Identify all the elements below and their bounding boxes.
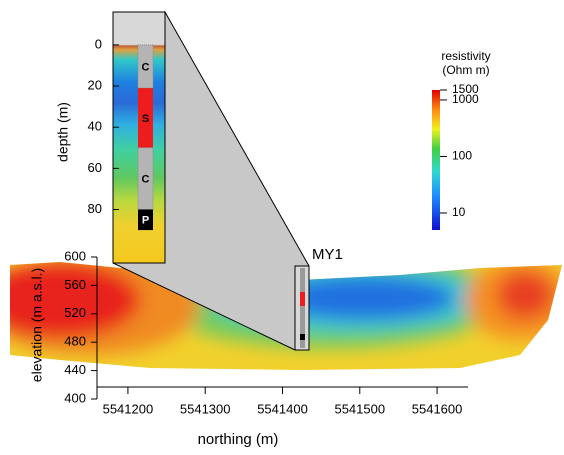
layer-label: P	[142, 215, 149, 227]
y-tick-label: 520	[64, 305, 86, 320]
colorbar	[432, 90, 440, 230]
inset-y-tick-label: 60	[88, 160, 102, 175]
x-axis-label: northing (m)	[198, 431, 279, 448]
x-tick-label: 5541400	[257, 401, 308, 416]
y-tick-label: 400	[64, 390, 86, 405]
borehole-base	[300, 334, 305, 340]
x-tick-label: 5541600	[412, 401, 463, 416]
layer-label: C	[142, 61, 150, 73]
borehole-layer	[138, 88, 153, 148]
y-axis-label: elevation (m a.s.l.)	[29, 268, 45, 382]
x-tick-label: 5541200	[103, 401, 154, 416]
colorbar-title: (Ohm m)	[442, 63, 489, 77]
colorbar-tick-label: 1500	[452, 82, 479, 96]
inset-y-tick-label: 0	[95, 36, 102, 51]
borehole-layer	[137, 44, 154, 89]
inset-y-tick-label: 40	[88, 119, 102, 134]
colorbar-tick-label: 1000	[452, 92, 479, 106]
borehole-column	[300, 268, 305, 348]
y-tick-label: 440	[64, 362, 86, 377]
colorbar-tick-label: 100	[452, 149, 472, 163]
y-tick-label: 480	[64, 334, 86, 349]
colorbar-title: resistivity	[441, 49, 490, 63]
inset-y-tick-label: 80	[88, 201, 102, 216]
x-tick-label: 5541300	[180, 401, 231, 416]
colorbar-tick-label: 10	[452, 205, 466, 219]
inset-y-label: depth (m)	[55, 102, 71, 162]
x-tick-label: 5541500	[334, 401, 385, 416]
inset-y-tick-label: 20	[88, 78, 102, 93]
layer-label: C	[142, 174, 150, 186]
y-tick-label: 560	[64, 277, 86, 292]
borehole-layer	[138, 209, 153, 231]
layer-label: S	[142, 113, 149, 125]
y-tick-label: 600	[64, 248, 86, 263]
borehole-label: MY1	[312, 246, 343, 263]
borehole-sand	[300, 292, 305, 306]
